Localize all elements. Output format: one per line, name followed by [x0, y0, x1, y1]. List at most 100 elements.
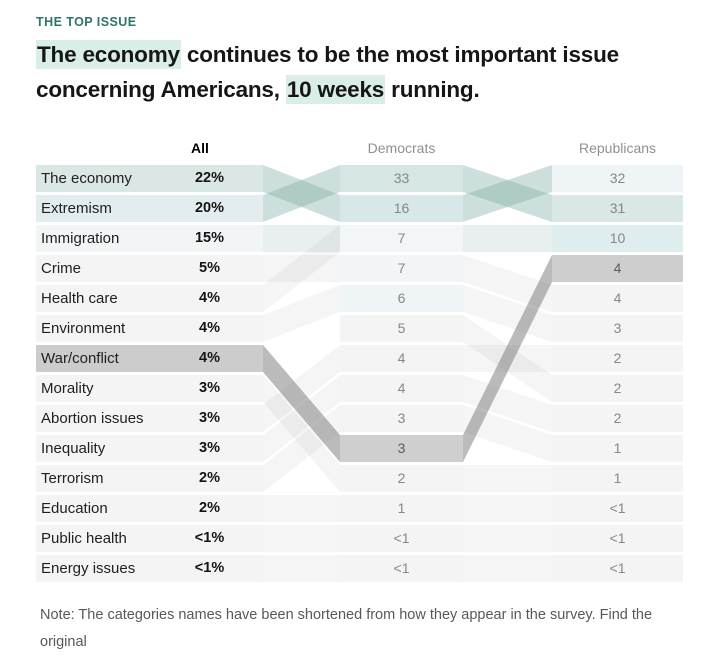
ribbon-faint	[263, 525, 340, 552]
row-democrats-cell: <1	[340, 555, 463, 582]
all-value: 2%	[199, 470, 220, 486]
ribbon-faint	[463, 465, 552, 492]
row-issue-all: Energy issues <1%	[36, 555, 263, 582]
democrats-value: 3	[397, 410, 406, 426]
ribbon-teal_light	[463, 225, 552, 252]
issue-label: Inequality	[41, 440, 106, 457]
ribbon-faint	[463, 285, 552, 342]
democrats-value: 6	[397, 290, 406, 306]
row-issue-all: Public health <1%	[36, 525, 263, 552]
row-issue-all: Morality 3%	[36, 375, 263, 402]
headline-highlight-economy: The economy	[36, 40, 181, 69]
ribbon-gray	[263, 345, 340, 462]
democrats-value: 7	[397, 230, 406, 246]
republicans-value: 4	[613, 260, 622, 276]
issue-label: Immigration	[41, 230, 120, 247]
column-header-democrats: Democrats	[367, 140, 436, 156]
all-value: 22%	[194, 170, 225, 186]
row-issue-all: Inequality 3%	[36, 435, 263, 462]
row-issue-all: Immigration 15%	[36, 225, 263, 252]
all-value: 3%	[199, 380, 220, 396]
row-democrats-cell: 16	[340, 195, 463, 222]
issue-label: Morality	[41, 380, 94, 397]
row-issue-all: The economy 22%	[36, 165, 263, 192]
democrats-value: <1	[393, 560, 410, 576]
row-republicans-cell: 4	[552, 285, 683, 312]
row-democrats-cell: 3	[340, 435, 463, 462]
ribbon-faint	[263, 255, 340, 282]
issue-label: Crime	[41, 260, 81, 277]
row-democrats-cell: 2	[340, 465, 463, 492]
all-value: 3%	[199, 440, 220, 456]
republicans-value: 32	[609, 170, 626, 186]
footnote-line1: Note: The categories names have been sho…	[40, 607, 653, 650]
ribbon-teal	[463, 165, 552, 222]
headline-text-2: concerning Americans,	[36, 77, 286, 102]
all-value: 4%	[199, 320, 220, 336]
row-democrats-cell: 1	[340, 495, 463, 522]
issue-label: Abortion issues	[41, 410, 144, 427]
democrats-value: <1	[393, 530, 410, 546]
all-value: 2%	[199, 500, 220, 516]
ribbon-faint	[463, 525, 552, 552]
all-value: 15%	[194, 230, 225, 246]
democrats-value: 3	[397, 440, 406, 456]
row-issue-all: Environment 4%	[36, 315, 263, 342]
ribbon-faint	[263, 555, 340, 582]
republicans-value: 1	[613, 440, 622, 456]
issue-label: Terrorism	[41, 470, 104, 487]
row-issue-all: Terrorism 2%	[36, 465, 263, 492]
democrats-value: 16	[393, 200, 410, 216]
democrats-value: 4	[397, 350, 406, 366]
headline-line1: The economy continues to be the most imp…	[36, 37, 706, 72]
democrats-value: 4	[397, 380, 406, 396]
row-democrats-cell: <1	[340, 525, 463, 552]
all-value: 20%	[194, 200, 225, 216]
headline-text-1: continues to be the most important issue	[180, 42, 619, 67]
issue-label: War/conflict	[41, 350, 119, 367]
row-democrats-cell: 4	[340, 375, 463, 402]
republicans-value: 2	[613, 410, 622, 426]
ribbon-faint	[463, 255, 552, 312]
row-democrats-cell: 3	[340, 405, 463, 432]
ribbon-faint	[263, 495, 340, 522]
ribbon-faint	[263, 225, 340, 312]
row-issue-all: Abortion issues 3%	[36, 405, 263, 432]
page-title: The economy continues to be the most imp…	[36, 37, 706, 107]
ribbon-gray	[463, 255, 552, 462]
issue-label: The economy	[41, 170, 132, 187]
row-issue-all: Crime 5%	[36, 255, 263, 282]
issue-label: Extremism	[41, 200, 112, 217]
republicans-value: 31	[609, 200, 626, 216]
row-republicans-cell: 32	[552, 165, 683, 192]
row-republicans-cell: 2	[552, 345, 683, 372]
republicans-value: <1	[609, 500, 626, 516]
ribbon-teal	[263, 165, 340, 222]
kicker: THE TOP ISSUE	[36, 15, 137, 29]
row-democrats-cell: 33	[340, 165, 463, 192]
democrats-value: 2	[397, 470, 406, 486]
ribbon-faint	[263, 285, 340, 342]
ribbon-teal	[263, 165, 340, 222]
republicans-value: 2	[613, 350, 622, 366]
column-header-all: All	[191, 140, 209, 156]
headline-text-3: running.	[385, 77, 480, 102]
republicans-value: <1	[609, 530, 626, 546]
democrats-value: 5	[397, 320, 406, 336]
democrats-value: 7	[397, 260, 406, 276]
all-value: 3%	[199, 410, 220, 426]
all-value: <1%	[194, 560, 225, 576]
republicans-value: 1	[613, 470, 622, 486]
row-republicans-cell: 1	[552, 435, 683, 462]
row-democrats-cell: 6	[340, 285, 463, 312]
row-republicans-cell: <1	[552, 525, 683, 552]
all-value: 4%	[199, 290, 220, 306]
republicans-value: 2	[613, 380, 622, 396]
row-democrats-cell: 5	[340, 315, 463, 342]
footnote-line2: phrasing at the bottom of this page.	[40, 655, 680, 659]
republicans-value: 3	[613, 320, 622, 336]
row-republicans-cell: 2	[552, 405, 683, 432]
democrats-value: 33	[393, 170, 410, 186]
ribbon-faint	[463, 375, 552, 432]
